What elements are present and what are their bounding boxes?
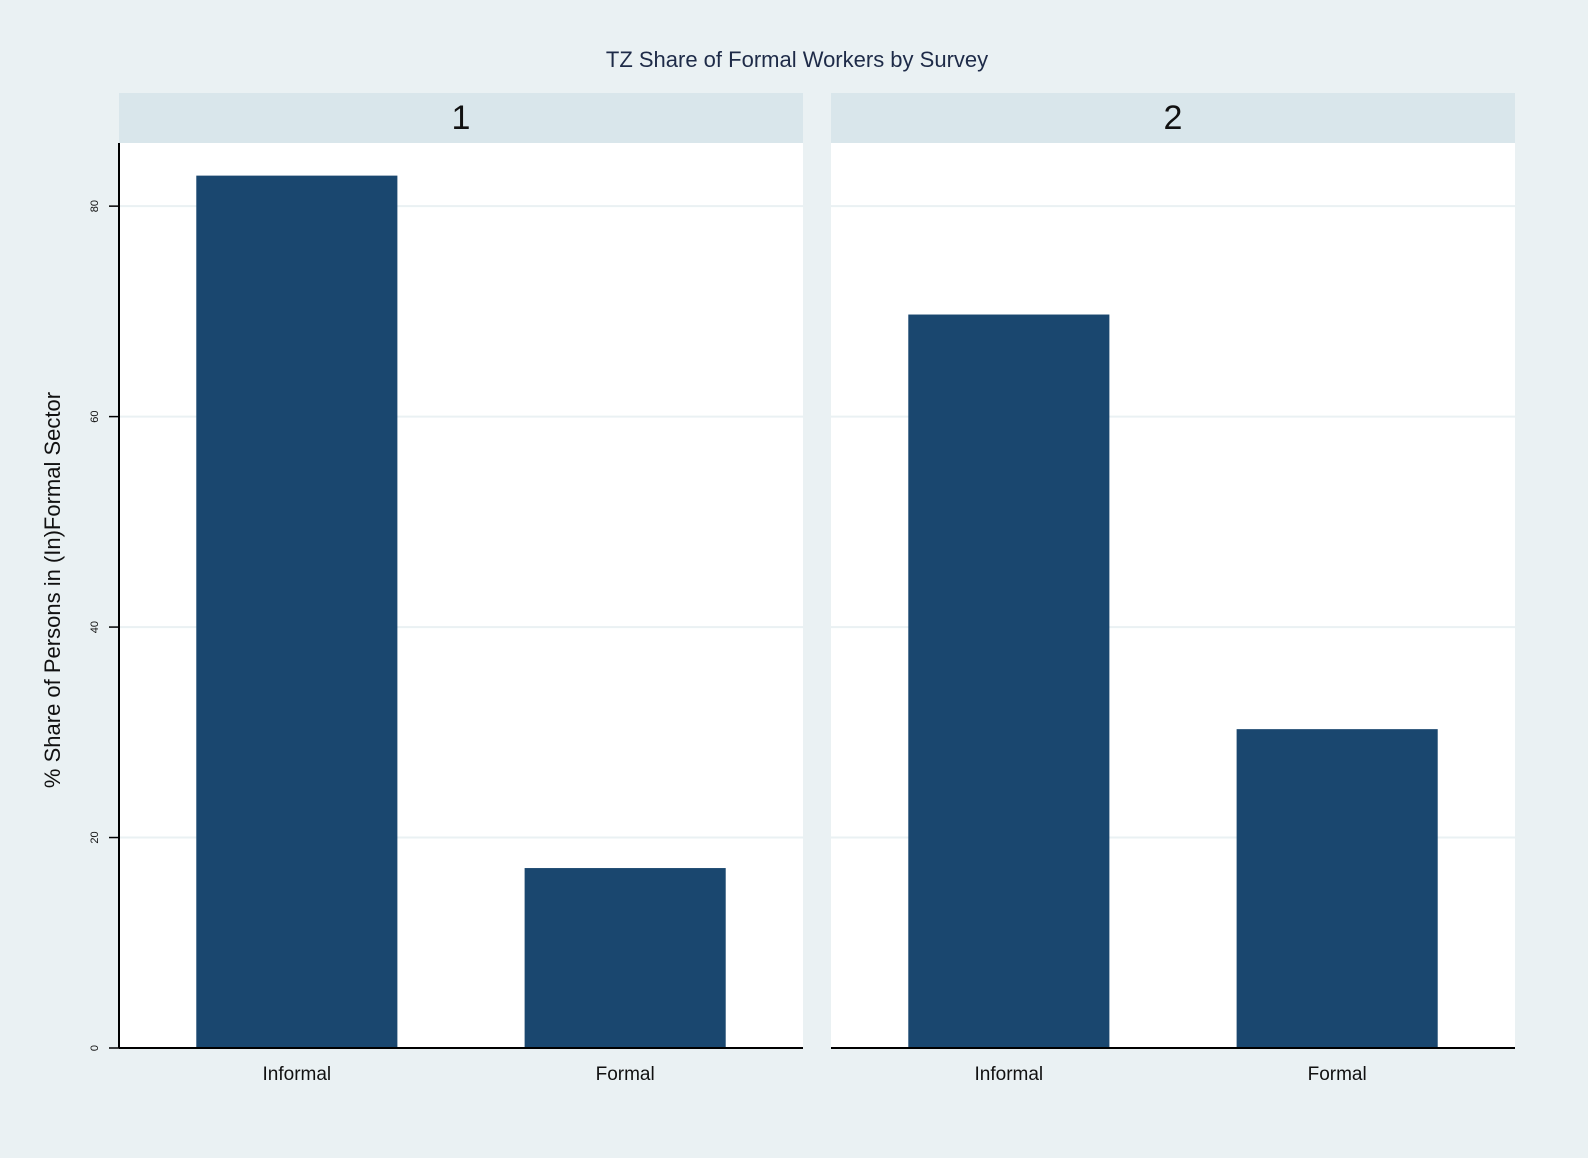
x-tick-label: Formal: [1308, 1064, 1367, 1085]
x-tick-label: Informal: [263, 1064, 332, 1085]
bar: [196, 175, 398, 1049]
panel-header: [831, 93, 1515, 143]
panel-header: [119, 93, 803, 143]
panel-title: 1: [452, 99, 471, 137]
chart-title: TZ Share of Formal Workers by Survey: [606, 47, 988, 72]
panel-title: 2: [1164, 99, 1183, 137]
y-tick-label: 0: [89, 1045, 101, 1051]
y-axis-label: % Share of Persons in (In)Formal Sector: [40, 392, 65, 788]
bar: [524, 868, 726, 1048]
y-tick-label: 20: [89, 831, 101, 843]
bar: [908, 314, 1110, 1049]
y-tick-label: 60: [89, 410, 101, 422]
y-tick-label: 80: [89, 200, 101, 212]
x-tick-label: Informal: [975, 1064, 1044, 1085]
y-tick-label: 40: [89, 621, 101, 633]
x-tick-label: Formal: [596, 1064, 655, 1085]
bar: [1236, 729, 1438, 1048]
